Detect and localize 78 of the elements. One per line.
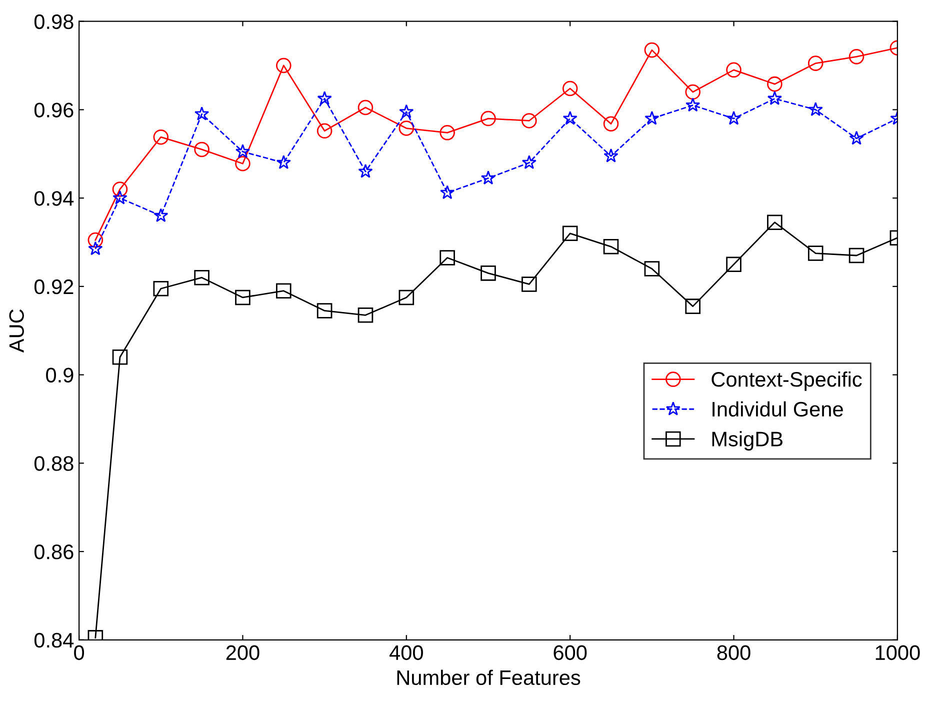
- point: [480, 170, 496, 184]
- point: [767, 91, 782, 105]
- point: [848, 49, 864, 64]
- point: [808, 246, 824, 261]
- point: [440, 250, 455, 266]
- y-tick-label: 0.92: [34, 279, 74, 294]
- point: [726, 62, 742, 78]
- point: [398, 120, 414, 136]
- y-tick-label: 0.94: [34, 191, 74, 206]
- point: [112, 190, 128, 204]
- y-tick-label: 0.88: [34, 456, 74, 471]
- point: [276, 283, 292, 298]
- point: [848, 248, 864, 264]
- point: [276, 155, 291, 170]
- point: [562, 110, 578, 125]
- point: [767, 76, 782, 92]
- point: [235, 290, 250, 306]
- point: [153, 129, 169, 145]
- x-tick-label: 600: [554, 645, 587, 660]
- point: [522, 155, 536, 170]
- x-axis-title: Number of Features: [397, 670, 580, 686]
- point: [358, 308, 374, 323]
- point: [808, 102, 823, 116]
- point: [235, 156, 250, 172]
- point: [686, 98, 700, 112]
- point: [316, 123, 332, 139]
- point: [235, 144, 250, 158]
- point: [398, 290, 414, 306]
- point: [440, 185, 455, 200]
- point: [644, 42, 660, 58]
- point: [562, 80, 578, 96]
- legend-label: MsigDB: [712, 431, 782, 451]
- x-tick-label: 0: [74, 645, 84, 660]
- point: [522, 113, 537, 128]
- point: [480, 266, 496, 281]
- point: [603, 116, 619, 132]
- x-tick-label: 400: [390, 645, 423, 660]
- point: [644, 261, 660, 276]
- point: [88, 232, 104, 248]
- point: [316, 303, 332, 318]
- y-tick-label: 0.86: [34, 544, 74, 560]
- point: [112, 349, 128, 365]
- point: [726, 110, 742, 125]
- point: [194, 270, 210, 286]
- point: [685, 84, 700, 100]
- y-tick-label: 0.98: [34, 14, 74, 30]
- x-tick-label: 200: [226, 645, 260, 660]
- point: [562, 226, 578, 242]
- y-tick-label: 0.9: [46, 368, 74, 383]
- point: [808, 56, 824, 71]
- point: [154, 208, 168, 222]
- y-tick-label: 0.96: [34, 102, 74, 118]
- point: [399, 104, 414, 118]
- point: [644, 110, 660, 125]
- point: [276, 58, 292, 74]
- legend-label: Context-Specific: [712, 371, 862, 391]
- point: [194, 106, 210, 120]
- point: [112, 182, 128, 197]
- point: [726, 256, 742, 272]
- legend-label: Individul Gene: [712, 401, 843, 417]
- point: [604, 148, 618, 162]
- point: [358, 100, 374, 116]
- point: [153, 281, 169, 296]
- point: [849, 130, 864, 145]
- y-axis-title: AUC: [9, 309, 24, 353]
- point: [522, 276, 537, 292]
- point: [767, 214, 782, 230]
- point: [480, 110, 496, 126]
- point: [88, 241, 103, 256]
- point: [194, 142, 210, 158]
- point: [440, 125, 455, 140]
- point: [603, 239, 619, 254]
- x-tick-label: 1000: [876, 645, 920, 660]
- point: [358, 164, 373, 178]
- y-tick-label: 0.84: [34, 632, 74, 648]
- point: [685, 298, 700, 314]
- x-tick-label: 800: [717, 645, 750, 660]
- point: [317, 91, 332, 105]
